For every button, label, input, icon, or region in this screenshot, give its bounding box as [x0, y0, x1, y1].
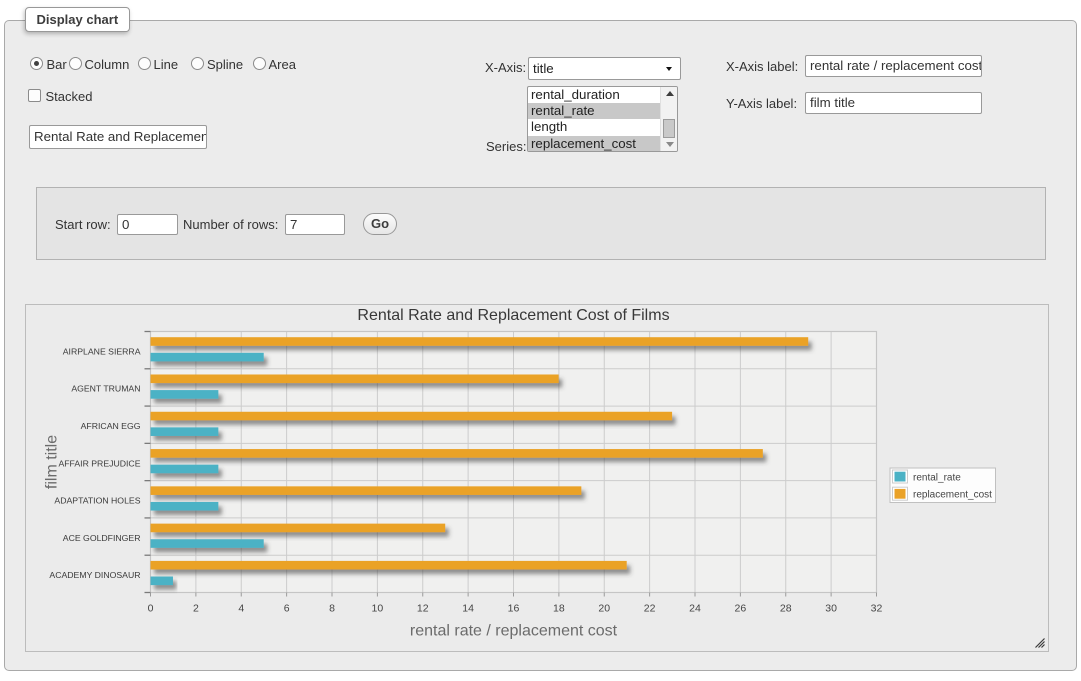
svg-text:ADAPTATION HOLES: ADAPTATION HOLES [54, 496, 140, 506]
svg-text:AIRPLANE SIERRA: AIRPLANE SIERRA [63, 346, 141, 356]
svg-text:16: 16 [508, 603, 520, 615]
svg-text:28: 28 [780, 603, 792, 615]
svg-text:rental_rate: rental_rate [913, 472, 961, 483]
svg-text:AFFAIR PREJUDICE: AFFAIR PREJUDICE [58, 458, 140, 468]
svg-text:0: 0 [148, 603, 154, 615]
svg-text:32: 32 [871, 603, 883, 615]
svg-text:18: 18 [553, 603, 565, 615]
svg-text:4: 4 [238, 603, 244, 615]
svg-text:10: 10 [372, 603, 384, 615]
svg-text:14: 14 [462, 603, 474, 615]
svg-text:6: 6 [284, 603, 290, 615]
svg-text:24: 24 [689, 603, 701, 615]
svg-text:12: 12 [417, 603, 429, 615]
svg-text:26: 26 [735, 603, 747, 615]
svg-text:film title: film title [44, 435, 61, 489]
svg-text:22: 22 [644, 603, 656, 615]
svg-text:8: 8 [329, 603, 335, 615]
svg-text:ACE GOLDFINGER: ACE GOLDFINGER [63, 533, 141, 543]
svg-text:replacement_cost: replacement_cost [913, 490, 992, 501]
svg-text:20: 20 [598, 603, 610, 615]
svg-text:AGENT TRUMAN: AGENT TRUMAN [71, 384, 140, 394]
svg-text:rental rate / replacement cost: rental rate / replacement cost [410, 623, 618, 640]
svg-text:AFRICAN EGG: AFRICAN EGG [81, 421, 141, 431]
svg-text:30: 30 [825, 603, 837, 615]
svg-text:2: 2 [193, 603, 199, 615]
svg-text:Rental Rate and Replacement Co: Rental Rate and Replacement Cost of Film… [357, 307, 669, 324]
svg-text:ACADEMY DINOSAUR: ACADEMY DINOSAUR [49, 570, 140, 580]
